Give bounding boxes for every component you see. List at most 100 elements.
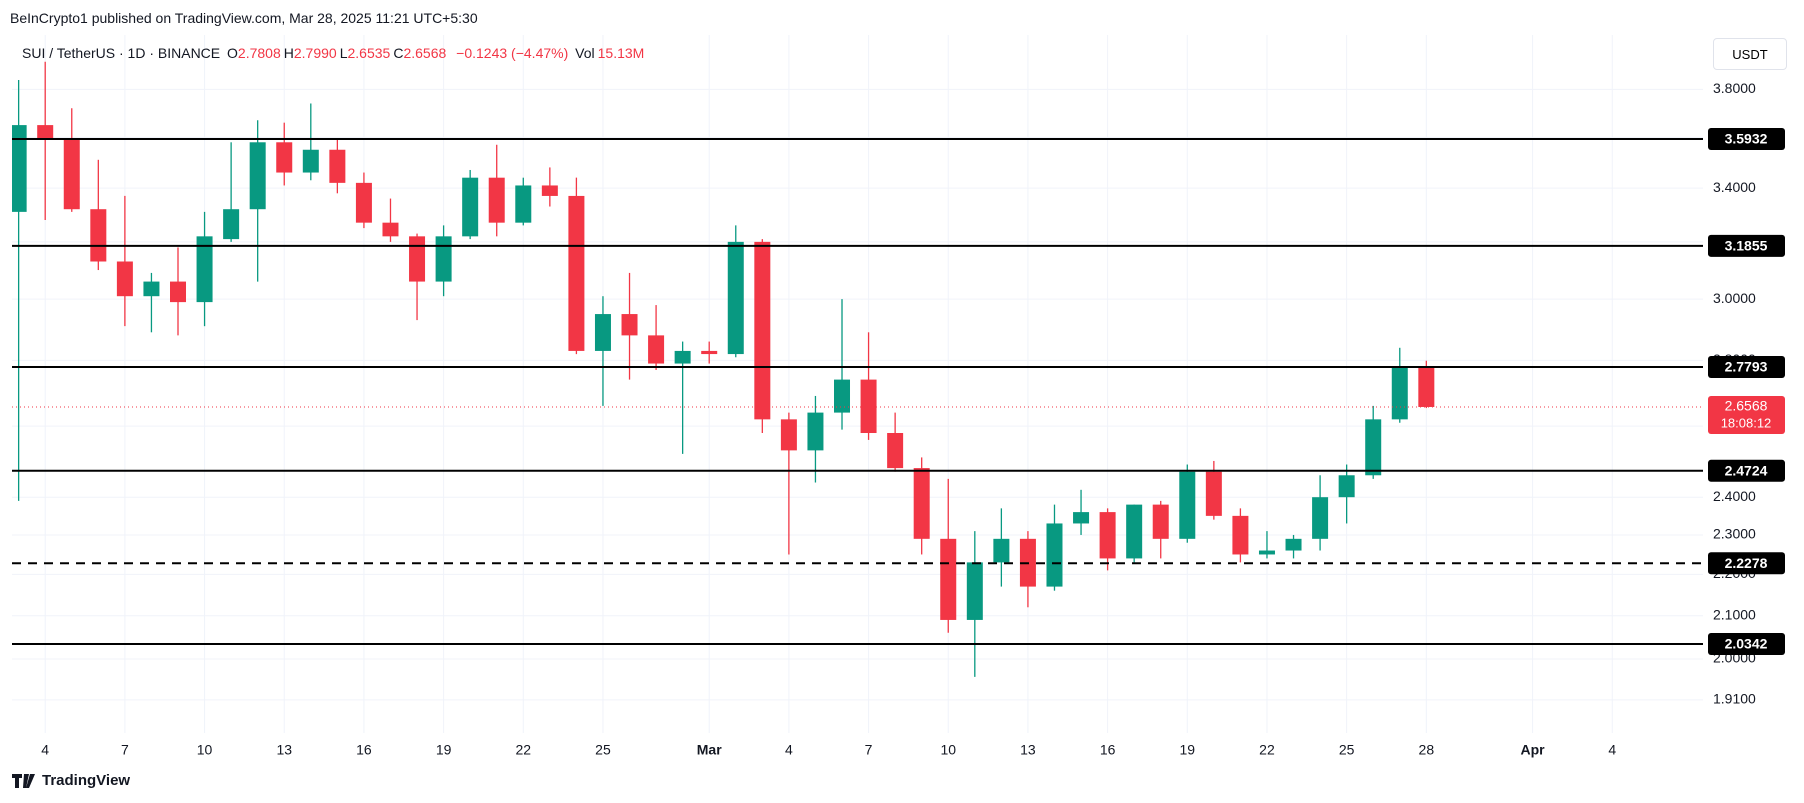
level-label-bg — [1708, 234, 1785, 257]
level-label-bg — [1708, 632, 1785, 655]
candle-body — [223, 209, 240, 240]
x-tick-label: 4 — [785, 742, 793, 758]
candle-body — [276, 142, 293, 173]
candle-body — [249, 142, 266, 210]
candle-body — [966, 562, 983, 620]
ohlc-label: O — [227, 45, 238, 61]
candle-body — [462, 177, 479, 237]
level-label: 3.5932 — [1725, 131, 1768, 147]
x-tick-label: 7 — [865, 742, 873, 758]
candle-body — [621, 314, 638, 336]
candle-body — [754, 241, 771, 420]
level-label: 2.4724 — [1725, 463, 1768, 479]
x-tick-label: 10 — [197, 742, 213, 758]
candle-body — [1126, 504, 1143, 559]
candle-body — [329, 149, 346, 183]
candle-body — [674, 350, 691, 364]
x-tick-label: 4 — [1608, 742, 1616, 758]
candle-body — [1258, 550, 1275, 555]
footer: TradingView — [12, 772, 130, 789]
ohlc-label: C — [393, 45, 404, 61]
candle-body — [780, 419, 797, 451]
x-tick-label: 22 — [515, 742, 531, 758]
y-tick-label: 2.4000 — [1713, 488, 1756, 504]
candle-body — [1285, 538, 1302, 551]
candle-body — [435, 236, 452, 282]
ohlc-label: L — [339, 45, 348, 61]
y-tick-label: 3.8000 — [1713, 80, 1756, 96]
countdown: 18:08:12 — [1721, 415, 1772, 430]
candle-body — [116, 261, 133, 297]
x-tick-label: 7 — [121, 742, 129, 758]
x-tick-label: 13 — [1020, 742, 1036, 758]
candle-body — [37, 125, 54, 140]
candle-body — [594, 314, 611, 351]
level-label-bg — [1708, 459, 1785, 482]
candle-body — [1046, 523, 1063, 587]
candle-body — [1365, 419, 1382, 476]
candle-body — [12, 125, 27, 212]
candle-body — [913, 468, 930, 539]
candle-body — [807, 412, 824, 451]
x-tick-label: 25 — [595, 742, 611, 758]
volume-label: Vol — [575, 45, 595, 61]
candle-body — [940, 538, 957, 620]
symbol: SUI / TetherUS · 1D · BINANCE — [22, 45, 221, 61]
x-tick-label: Apr — [1521, 742, 1546, 758]
candle-body — [1179, 471, 1196, 539]
y-tick-label: 2.3000 — [1713, 526, 1756, 542]
candle-body — [1073, 512, 1090, 524]
volume: 15.13M — [597, 45, 645, 61]
logo — [12, 773, 35, 788]
x-tick-label: 19 — [436, 742, 452, 758]
ohlc-value: 2.7808 — [237, 45, 281, 61]
x-tick-label: 19 — [1180, 742, 1196, 758]
candle-body — [143, 281, 160, 297]
level-label: 3.1855 — [1725, 238, 1768, 254]
y-tick-label: 3.4000 — [1713, 179, 1756, 195]
candle-body — [568, 195, 585, 351]
y-tick-label: 3.0000 — [1713, 290, 1756, 306]
candle-body — [488, 177, 505, 223]
candle-body — [648, 335, 665, 364]
level-label: 2.2278 — [1725, 555, 1768, 571]
candle-body — [90, 209, 107, 262]
legend: SUI / TetherUS · 1D · BINANCE O2.7808 H2.… — [22, 45, 647, 61]
candle-body — [701, 350, 718, 355]
ohlc: O2.7808 H2.7990 L2.6535 C2.6568 — [227, 45, 449, 61]
candle-body — [727, 241, 744, 355]
level-label: 2.7793 — [1725, 359, 1768, 375]
x-tick-label: 28 — [1419, 742, 1435, 758]
ohlc-value: 2.6535 — [347, 45, 391, 61]
price-label: 2.6568 — [1725, 398, 1768, 414]
candle-body — [1391, 366, 1408, 420]
x-tick-label: 22 — [1259, 742, 1275, 758]
x-tick-label: 13 — [276, 742, 292, 758]
candle-body — [1418, 366, 1435, 407]
currency-button[interactable]: USDT — [1713, 38, 1787, 70]
candle-body — [63, 139, 80, 210]
candle-body — [1232, 515, 1249, 555]
price-label-bg — [1708, 395, 1785, 434]
candle-body — [541, 185, 558, 196]
level-label-bg — [1708, 552, 1785, 575]
candle-body — [355, 182, 372, 223]
candle-body — [196, 236, 213, 303]
ohlc-label: H — [283, 45, 294, 61]
candle-body — [993, 538, 1010, 563]
y-tick-label: 1.9100 — [1713, 691, 1756, 707]
attribution: BeInCrypto1 published on TradingView.com… — [10, 10, 478, 26]
candle-body — [1312, 497, 1329, 539]
candle-body — [515, 185, 532, 223]
candle-body — [834, 379, 851, 413]
x-tick-label: 25 — [1339, 742, 1355, 758]
plot — [12, 61, 1703, 677]
ohlc-value: 2.6568 — [403, 45, 447, 61]
level-label-bg — [1708, 355, 1785, 378]
level-label: 2.0342 — [1725, 636, 1768, 652]
ohlc-value: 2.7990 — [293, 45, 337, 61]
candle-body — [1152, 504, 1169, 539]
candle-body — [1338, 475, 1355, 498]
